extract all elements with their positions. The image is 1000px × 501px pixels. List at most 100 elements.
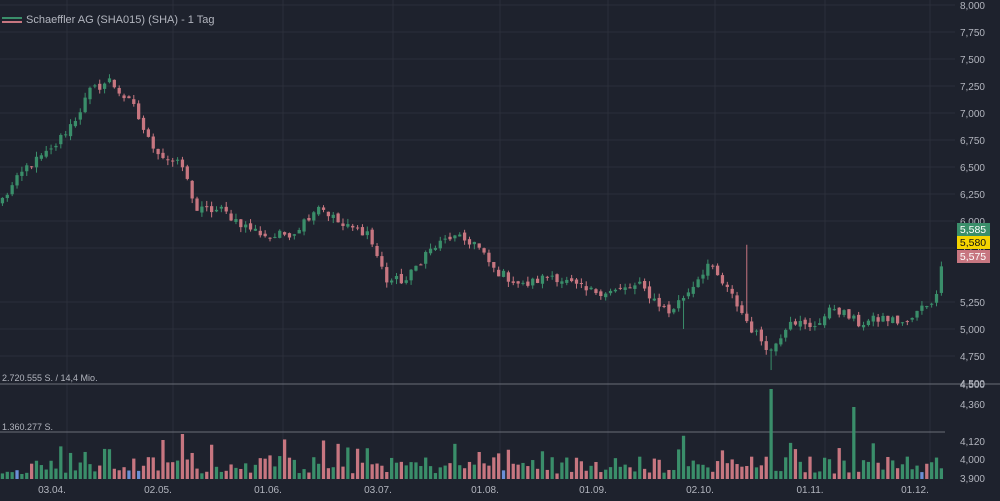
volume-bar — [798, 461, 802, 479]
volume-bar — [312, 457, 316, 479]
candle-body — [394, 275, 399, 280]
date-tick-label: 01.12. — [901, 485, 929, 496]
candle-body — [390, 280, 394, 283]
volume-bar — [200, 473, 204, 479]
volume-bar — [317, 463, 321, 479]
volume-bar — [876, 462, 880, 479]
volume-bar — [390, 457, 394, 479]
volume-bar — [628, 467, 632, 479]
candle-body — [808, 322, 812, 328]
candle-body — [662, 305, 666, 307]
volume-bar — [784, 457, 788, 479]
candle-body — [711, 265, 715, 267]
candle-body — [837, 307, 841, 315]
candle-body — [132, 99, 136, 104]
volume-bar — [803, 472, 807, 479]
volume-bar — [667, 469, 671, 479]
candle-body — [107, 78, 112, 83]
volume-bar — [531, 460, 535, 479]
volume-bar — [253, 464, 258, 479]
volume-bar — [321, 440, 326, 479]
volume-bar — [0, 473, 5, 479]
date-tick-label: 03.07. — [364, 485, 392, 496]
volume-bar — [83, 451, 87, 479]
volume-bar — [331, 467, 335, 479]
candle-body — [73, 120, 78, 127]
volume-bar — [857, 471, 861, 479]
volume-bar — [29, 463, 34, 479]
candle-body — [10, 185, 14, 195]
volume-bar — [662, 472, 666, 479]
candle-body — [832, 309, 836, 311]
price-tick-label: 5,750 — [960, 244, 985, 255]
candle-body — [443, 238, 447, 240]
candle-body — [44, 150, 48, 157]
volume-bar — [730, 459, 734, 479]
volume-bar — [68, 452, 73, 479]
volume-bar — [10, 472, 14, 479]
candle-body — [127, 96, 131, 99]
candle-body — [234, 219, 238, 222]
volume-bar — [93, 471, 97, 479]
volume-bar — [866, 461, 871, 479]
volume-bar — [691, 460, 695, 479]
candle-body — [905, 321, 909, 323]
volume-bar — [560, 462, 564, 479]
candle-body — [720, 275, 725, 284]
candle-body — [336, 213, 340, 223]
price-tick-label: 5,250 — [960, 298, 985, 309]
volume-bar — [701, 464, 705, 479]
candle-body — [185, 166, 189, 179]
candle-body — [268, 237, 272, 239]
volume-bar — [492, 457, 496, 479]
volume-bar — [842, 460, 846, 479]
volume-bar — [263, 458, 267, 479]
candle-body — [516, 281, 520, 284]
volume-bar — [886, 456, 890, 479]
volume-bar — [861, 460, 866, 479]
volume-bar — [506, 449, 511, 479]
volume-bar — [428, 466, 433, 479]
volume-bar — [25, 472, 29, 479]
candle-body — [492, 262, 496, 268]
price-tick-label: 8,000 — [960, 1, 985, 12]
volume-bar — [939, 468, 944, 479]
candle-body — [506, 272, 511, 282]
candle-body — [715, 265, 720, 276]
volume-bar — [102, 448, 107, 479]
candle-body — [287, 233, 292, 238]
volume-bar — [458, 465, 462, 479]
date-tick-label: 01.09. — [579, 485, 607, 496]
candle-body — [857, 314, 861, 327]
volume-bar — [604, 469, 608, 479]
candle-body — [691, 286, 695, 294]
candle-body — [545, 276, 549, 278]
candle-body — [900, 322, 905, 324]
volume-bar — [657, 459, 661, 479]
candle-body — [497, 269, 501, 277]
volume-bar — [852, 407, 856, 479]
candle-body — [282, 232, 287, 235]
volume-bar — [282, 439, 287, 479]
volume-bar — [273, 466, 277, 479]
volume-bar — [472, 464, 476, 479]
candle-body — [346, 224, 350, 227]
volume-bar — [686, 466, 691, 479]
candle-body — [696, 279, 700, 288]
candle-body — [934, 293, 939, 303]
candle-body — [433, 247, 438, 250]
volume-bar — [623, 464, 627, 479]
candle-body — [0, 197, 5, 204]
volume-bar — [501, 470, 506, 479]
candle-body — [565, 279, 569, 283]
candle-body — [195, 198, 199, 211]
volume-bar — [881, 469, 885, 479]
volume-bar — [137, 470, 141, 479]
volume-bar — [808, 456, 812, 479]
volume-bar — [185, 459, 189, 479]
price-tag-last — [957, 236, 990, 249]
volume-bar — [521, 462, 525, 479]
volume-bar — [438, 467, 442, 479]
candle-body — [438, 240, 442, 249]
